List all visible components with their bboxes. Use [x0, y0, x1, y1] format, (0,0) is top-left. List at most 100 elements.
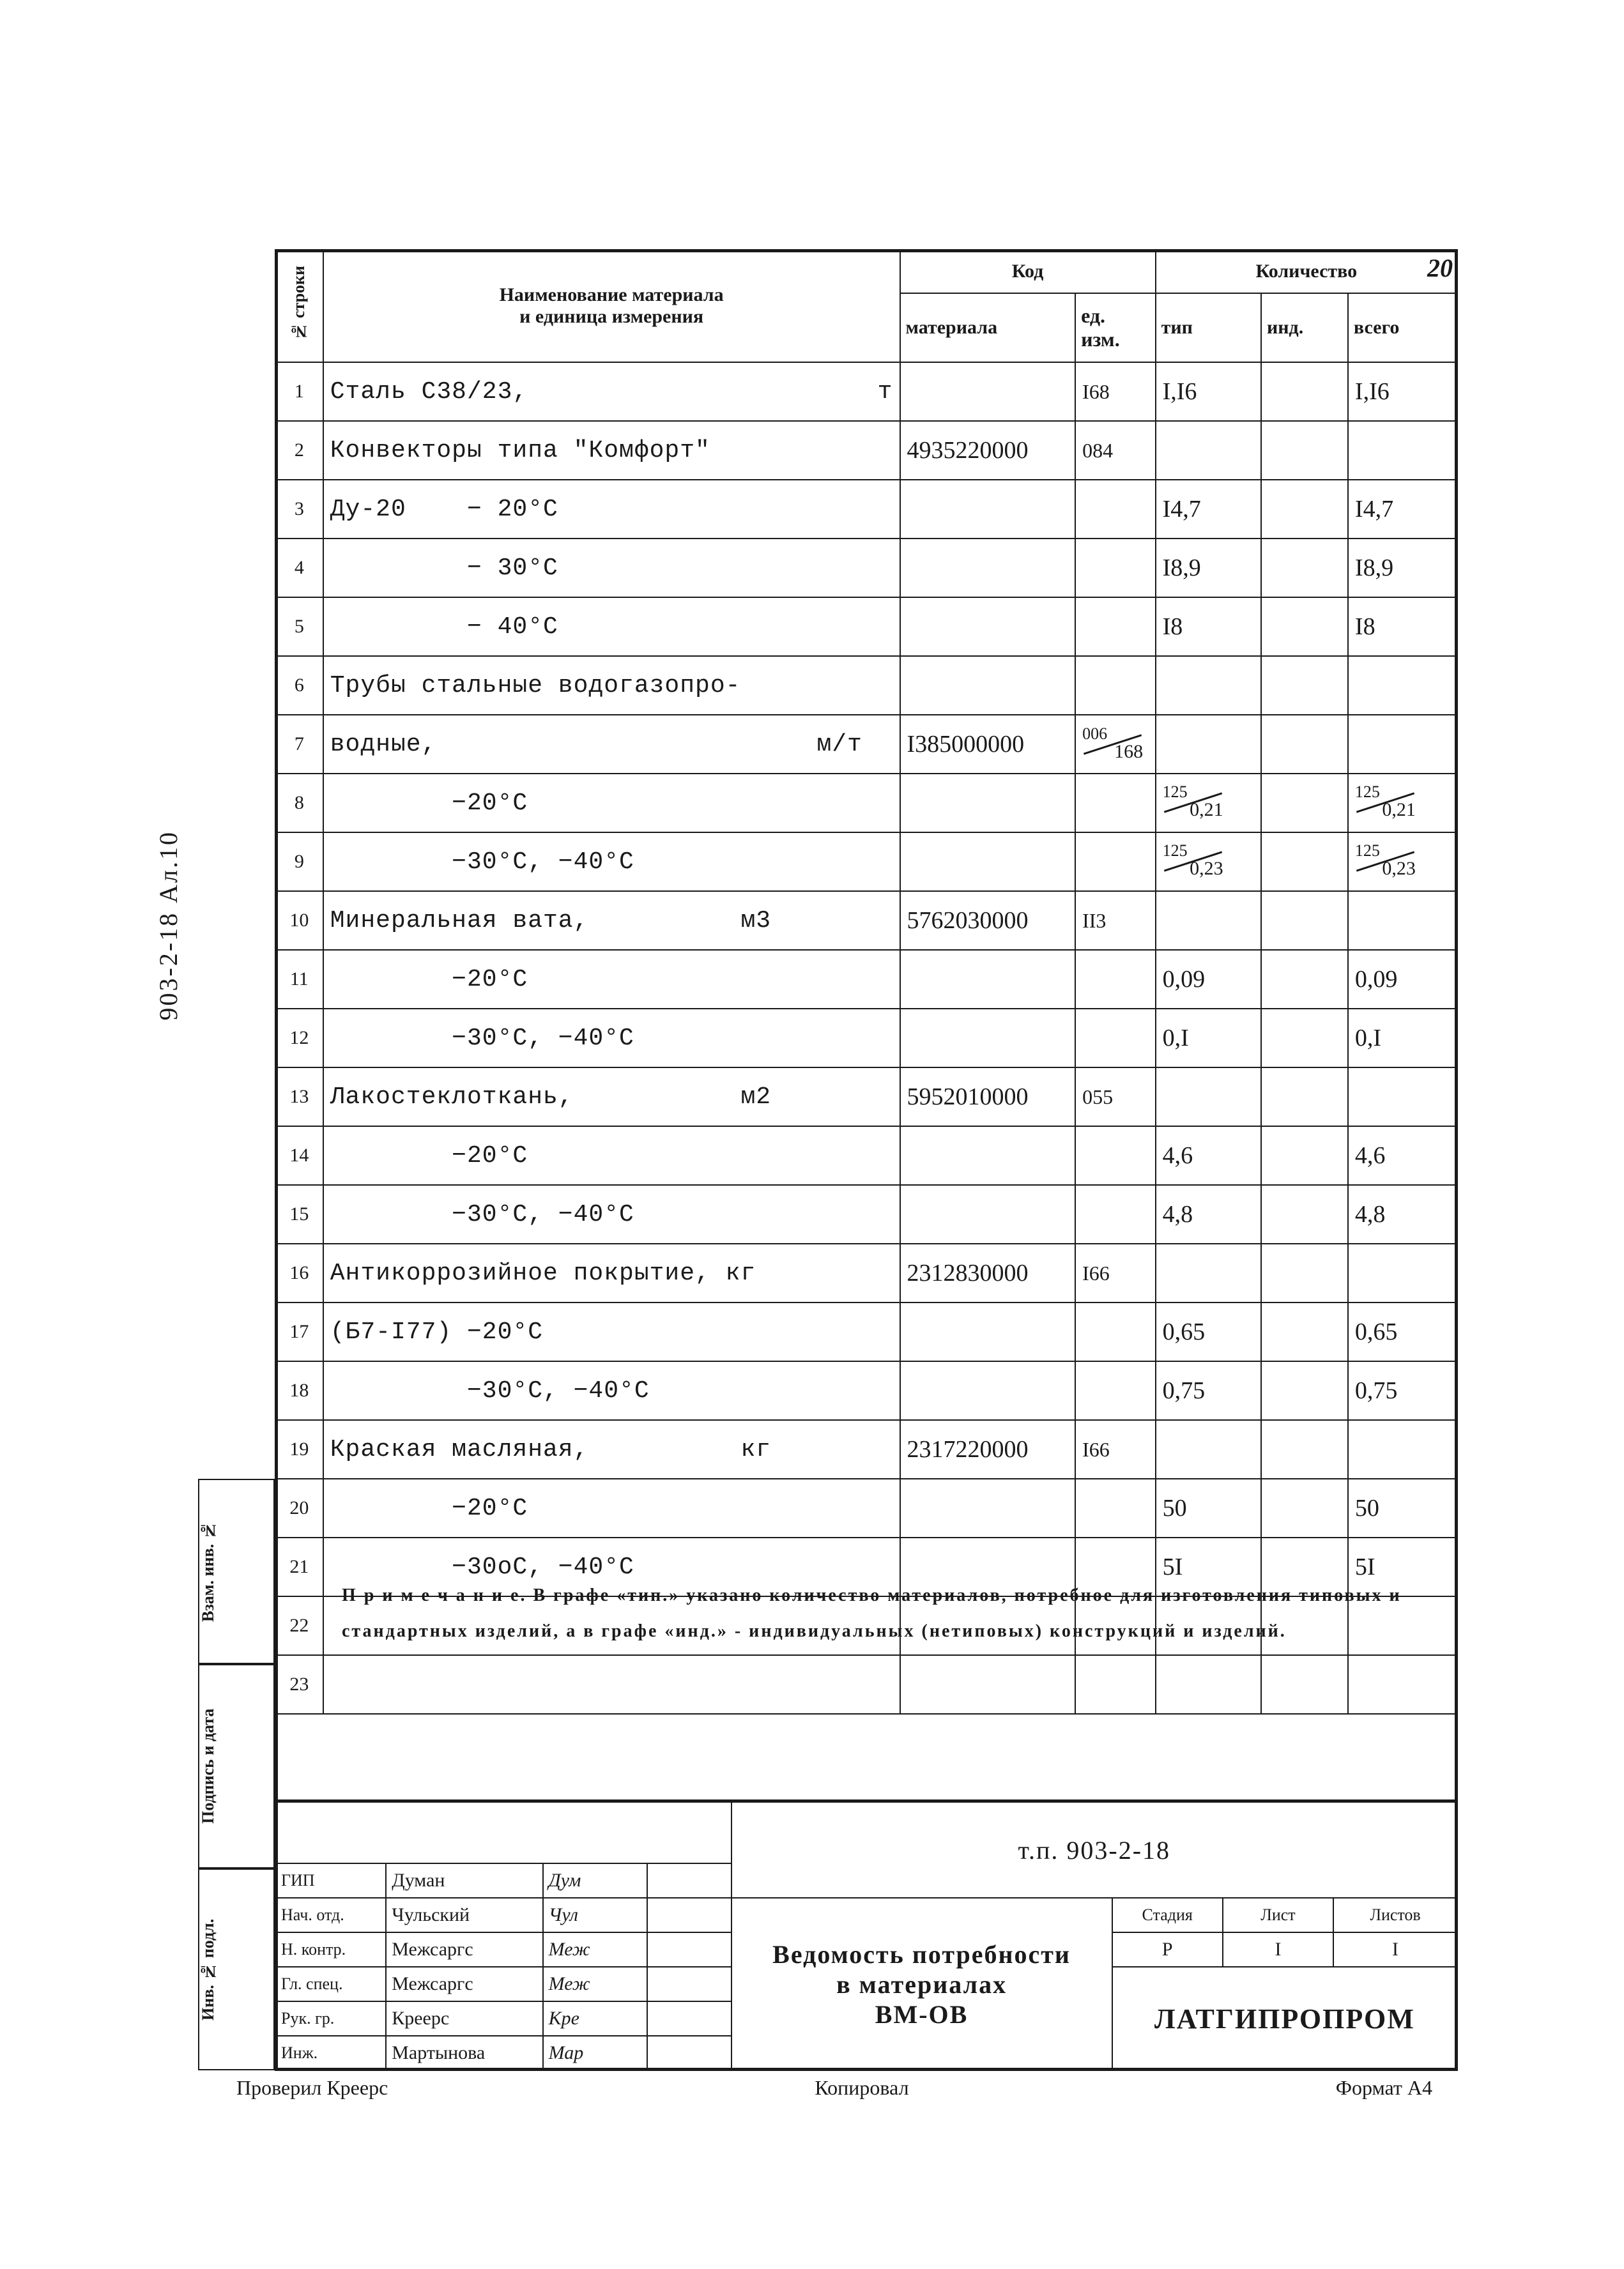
row-unit	[1075, 950, 1156, 1009]
row-tip: I,I6	[1156, 362, 1261, 421]
row-name: Краская масляная, кг	[323, 1420, 900, 1479]
row-matcode	[900, 1126, 1076, 1185]
row-total: 0,65	[1348, 1303, 1457, 1361]
row-name: Ду-20 − 20°С	[323, 480, 900, 539]
stage: Р	[1112, 1932, 1223, 1967]
row-name: Конвекторы типа "Комфорт"	[323, 421, 900, 480]
row-ind	[1261, 1009, 1348, 1067]
header-name: Наименование материала и единица измерен…	[323, 250, 900, 362]
row-total: I4,7	[1348, 480, 1457, 539]
row-tip	[1156, 656, 1261, 715]
table-row: 10Минеральная вата, м35762030000II3	[275, 891, 1457, 950]
row-total	[1348, 1067, 1457, 1126]
row-num: 10	[275, 891, 323, 950]
running-doc-id: 903-2-18 Ал.10	[153, 830, 183, 1021]
table-row: 5 − 40°СI8I8	[275, 597, 1457, 656]
row-ind	[1261, 891, 1348, 950]
row-unit: 006168	[1075, 715, 1156, 774]
row-tip: 0,75	[1156, 1361, 1261, 1420]
row-tip: 4,6	[1156, 1126, 1261, 1185]
name-3: Межсаргс	[386, 1967, 542, 2001]
row-unit: 055	[1075, 1067, 1156, 1126]
header-code: Код	[900, 250, 1156, 293]
sheet-h: Лист	[1223, 1898, 1333, 1932]
row-tip	[1156, 421, 1261, 480]
page: 903-2-18 Ал.10 № строки Наименование мат…	[0, 0, 1624, 2269]
row-name: Трубы стальные водогазопро-	[323, 656, 900, 715]
row-ind	[1261, 480, 1348, 539]
sig-1: Чул	[543, 1898, 647, 1932]
table-row: 9 −30°С, −40°С1250,231250,23	[275, 832, 1457, 891]
row-unit	[1075, 1479, 1156, 1538]
sig-3: Меж	[543, 1967, 647, 2001]
row-total: I8,9	[1348, 539, 1457, 597]
row-unit: II3	[1075, 891, 1156, 950]
table-row: 3Ду-20 − 20°СI4,7I4,7	[275, 480, 1457, 539]
row-ind	[1261, 1185, 1348, 1244]
sig-5: Мар	[543, 2036, 647, 2070]
row-num: 1	[275, 362, 323, 421]
row-unit: I66	[1075, 1420, 1156, 1479]
row-ind	[1261, 362, 1348, 421]
row-matcode: 5762030000	[900, 891, 1076, 950]
row-ind	[1261, 421, 1348, 480]
header-total: всего	[1348, 293, 1457, 362]
row-num: 17	[275, 1303, 323, 1361]
role-5: Инж.	[275, 2036, 386, 2070]
row-name: −30°С, −40°С	[323, 1185, 900, 1244]
footer-checked: Проверил Креерс	[236, 2076, 388, 2100]
table-row: 13Лакостеклоткань, м25952010000055	[275, 1067, 1457, 1126]
table-row: 15 −30°С, −40°С4,84,8	[275, 1185, 1457, 1244]
row-ind	[1261, 1479, 1348, 1538]
row-total	[1348, 715, 1457, 774]
row-tip: I8	[1156, 597, 1261, 656]
row-tip: 1250,23	[1156, 832, 1261, 891]
table-row: 17(Б7-I77) −20°С0,650,65	[275, 1303, 1457, 1361]
sig-0: Дум	[543, 1863, 647, 1898]
row-unit	[1075, 539, 1156, 597]
row-name: −30°С, −40°С	[323, 832, 900, 891]
row-name: − 30°С	[323, 539, 900, 597]
row-tip	[1156, 1244, 1261, 1303]
row-tip: 0,65	[1156, 1303, 1261, 1361]
row-total	[1348, 421, 1457, 480]
row-tip: 4,8	[1156, 1185, 1261, 1244]
table-row: 6Трубы стальные водогазопро-	[275, 656, 1457, 715]
row-unit	[1075, 1009, 1156, 1067]
doc-number: т.п. 903-2-18	[732, 1801, 1457, 1898]
row-matcode: I385000000	[900, 715, 1076, 774]
row-name: водные, м/т	[323, 715, 900, 774]
row-num: 19	[275, 1420, 323, 1479]
footer-copied: Копировал	[815, 2076, 908, 2100]
row-num: 13	[275, 1067, 323, 1126]
row-ind	[1261, 1244, 1348, 1303]
row-num: 8	[275, 774, 323, 832]
name-1: Чульский	[386, 1898, 542, 1932]
row-num: 18	[275, 1361, 323, 1420]
sheet: I	[1223, 1932, 1333, 1967]
organization: ЛАТГИПРОПРОМ	[1112, 1967, 1457, 2070]
row-tip: 0,09	[1156, 950, 1261, 1009]
row-total: 0,75	[1348, 1361, 1457, 1420]
stage-h: Стадия	[1112, 1898, 1223, 1932]
footer-line: Проверил Креерс Копировал Формат А4	[211, 2076, 1458, 2100]
materials-table: № строки Наименование материала и единиц…	[275, 249, 1458, 1715]
row-name: Минеральная вата, м3	[323, 891, 900, 950]
row-ind	[1261, 1126, 1348, 1185]
row-name: − 40°С	[323, 597, 900, 656]
row-unit	[1075, 832, 1156, 891]
row-tip	[1156, 1067, 1261, 1126]
sig-2: Меж	[543, 1932, 647, 1967]
row-ind	[1261, 597, 1348, 656]
row-num: 15	[275, 1185, 323, 1244]
row-total: I8	[1348, 597, 1457, 656]
row-num: 20	[275, 1479, 323, 1538]
row-tip: I8,9	[1156, 539, 1261, 597]
role-3: Гл. спец.	[275, 1967, 386, 2001]
row-tip: I4,7	[1156, 480, 1261, 539]
row-name: Сталь С38/23, т	[323, 362, 900, 421]
row-name: −20°С	[323, 1126, 900, 1185]
row-ind	[1261, 656, 1348, 715]
header-unit: ед. изм.	[1075, 293, 1156, 362]
name-4: Креерс	[386, 2001, 542, 2036]
